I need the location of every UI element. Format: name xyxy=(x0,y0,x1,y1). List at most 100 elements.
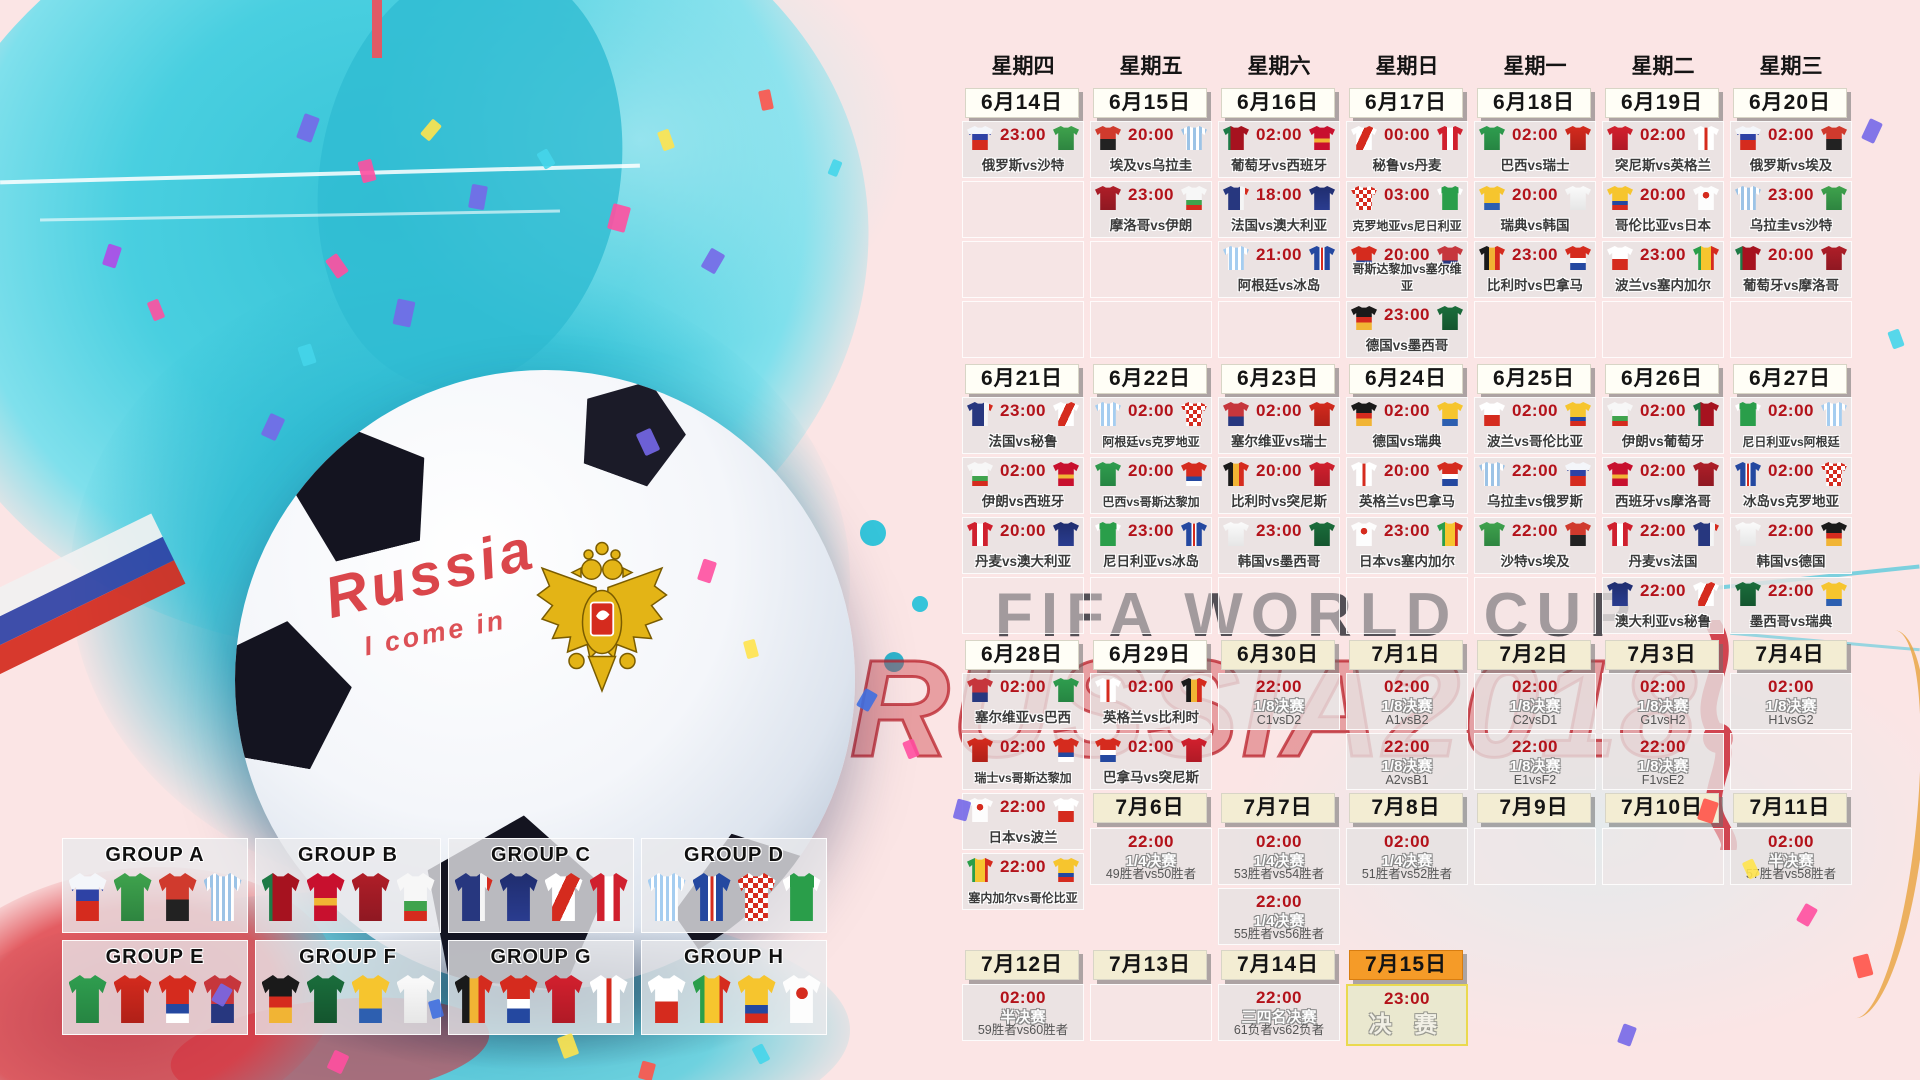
kickoff-time: 23:00 xyxy=(1128,521,1174,540)
pairing-label: C1vsD2 xyxy=(1256,713,1302,727)
match-teams-label: 塞内加尔vs哥伦比亚 xyxy=(968,891,1078,905)
date-header: 6月26日 xyxy=(1605,364,1719,394)
date-header: 7月4日 xyxy=(1733,640,1847,670)
match-teams-label: 乌拉圭vs俄罗斯 xyxy=(1486,494,1584,509)
pairing-label: A2vsB1 xyxy=(1385,773,1429,787)
kickoff-time: 02:00 xyxy=(1256,125,1302,144)
match-teams-label: 巴拿马vs突尼斯 xyxy=(1102,770,1200,785)
kickoff-time: 23:00 xyxy=(1640,245,1686,264)
match-cell: 02:00 英格兰vs比利时 xyxy=(1090,673,1212,730)
group-box: GROUP F xyxy=(255,940,441,1035)
group-label: GROUP B xyxy=(298,844,398,866)
pairing-label: A1vsB2 xyxy=(1385,713,1429,727)
match-teams-label: 澳大利亚vs秘鲁 xyxy=(1614,614,1712,629)
team-jersey-icon xyxy=(261,873,300,921)
empty-cell xyxy=(1474,577,1596,634)
knockout-cell: 02:00 半决赛 57胜者vs58胜者 xyxy=(1730,828,1852,885)
knockout-cell: 22:00 三四名决赛 61负者vs62负者 xyxy=(1218,984,1340,1041)
team-jersey-icon xyxy=(647,975,686,1023)
match-cell: 22:00 沙特vs埃及 xyxy=(1474,517,1596,574)
empty-cell xyxy=(1090,984,1212,1041)
confetti-piece xyxy=(1887,328,1905,350)
match-teams-label: 哥斯达黎加vs塞尔维亚 xyxy=(1352,262,1462,293)
round-label: 1/8决赛 xyxy=(1509,698,1561,715)
date-header: 6月19日 xyxy=(1605,88,1719,118)
kickoff-time: 20:00 xyxy=(1384,461,1430,480)
match-teams-label: 克罗地亚vs尼日利亚 xyxy=(1352,219,1462,233)
date-header: 7月11日 xyxy=(1733,793,1847,823)
date-header: 6月29日 xyxy=(1093,640,1207,670)
match-teams-label: 葡萄牙vs西班牙 xyxy=(1230,158,1328,173)
match-teams-label: 比利时vs突尼斯 xyxy=(1230,494,1328,509)
match-teams-label: 塞尔维亚vs巴西 xyxy=(974,710,1072,725)
team-jersey-icon xyxy=(306,975,345,1023)
kickoff-time: 22:00 xyxy=(1768,581,1814,600)
match-cell: 00:00 秘鲁vs丹麦 xyxy=(1346,121,1468,178)
kickoff-time: 02:00 xyxy=(1256,832,1302,851)
knockout-cell: 02:00 1/4决赛 51胜者vs52胜者 xyxy=(1346,828,1468,885)
knockout-cell: 22:00 1/8决赛 F1vsE2 xyxy=(1602,733,1724,790)
kickoff-time: 22:00 xyxy=(1512,461,1558,480)
match-cell: 20:00 英格兰vs巴拿马 xyxy=(1346,457,1468,514)
pairing-label: F1vsE2 xyxy=(1641,773,1685,787)
group-jerseys xyxy=(642,975,826,1023)
match-cell: 20:00 哥斯达黎加vs塞尔维亚 xyxy=(1346,241,1468,298)
date-header: 6月23日 xyxy=(1221,364,1335,394)
group-label: GROUP C xyxy=(491,844,591,866)
match-cell: 03:00 克罗地亚vs尼日利亚 xyxy=(1346,181,1468,238)
group-label: GROUP H xyxy=(684,946,784,968)
match-cell: 02:00 塞尔维亚vs巴西 xyxy=(962,673,1084,730)
match-teams-label: 日本vs波兰 xyxy=(988,830,1058,845)
date-header: 7月8日 xyxy=(1349,793,1463,823)
team-jersey-icon xyxy=(499,975,538,1023)
group-box: GROUP G xyxy=(448,940,634,1035)
team-jersey-icon xyxy=(351,975,390,1023)
team-jersey-icon xyxy=(351,873,390,921)
match-teams-label: 法国vs澳大利亚 xyxy=(1230,218,1328,233)
kickoff-time: 20:00 xyxy=(1640,185,1686,204)
match-teams-label: 俄罗斯vs沙特 xyxy=(981,158,1065,173)
empty-cell xyxy=(962,241,1084,298)
kickoff-time: 20:00 xyxy=(1128,461,1174,480)
knockout-cell: 22:00 1/8决赛 E1vsF2 xyxy=(1474,733,1596,790)
team-jersey-icon xyxy=(782,873,821,921)
kickoff-time: 02:00 xyxy=(1640,461,1686,480)
date-header: 7月7日 xyxy=(1221,793,1335,823)
group-jerseys xyxy=(449,873,633,921)
match-cell: 23:00 波兰vs塞内加尔 xyxy=(1602,241,1724,298)
match-cell: 02:00 巴拿马vs突尼斯 xyxy=(1090,733,1212,790)
match-teams-label: 乌拉圭vs沙特 xyxy=(1749,218,1833,233)
kickoff-time: 02:00 xyxy=(1384,677,1430,696)
match-teams-label: 波兰vs哥伦比亚 xyxy=(1486,434,1584,449)
team-jersey-icon xyxy=(692,975,731,1023)
pairing-label: 51胜者vs52胜者 xyxy=(1361,867,1453,881)
kickoff-time: 20:00 xyxy=(1512,185,1558,204)
kickoff-time: 23:00 xyxy=(1512,245,1558,264)
match-teams-label: 波兰vs塞内加尔 xyxy=(1614,278,1712,293)
kickoff-time: 18:00 xyxy=(1256,185,1302,204)
kickoff-time: 22:00 xyxy=(1768,521,1814,540)
team-jersey-icon xyxy=(306,873,345,921)
match-cell: 02:00 葡萄牙vs西班牙 xyxy=(1218,121,1340,178)
knockout-cell: 02:00 1/8决赛 G1vsH2 xyxy=(1602,673,1724,730)
match-cell: 18:00 法国vs澳大利亚 xyxy=(1218,181,1340,238)
match-cell: 23:00 摩洛哥vs伊朗 xyxy=(1090,181,1212,238)
round-label: 三四名决赛 xyxy=(1241,1009,1317,1026)
kickoff-time: 02:00 xyxy=(1128,737,1174,756)
date-header: 7月15日 xyxy=(1349,950,1463,980)
date-header: 6月28日 xyxy=(965,640,1079,670)
kickoff-time: 22:00 xyxy=(1640,521,1686,540)
pairing-label: H1vsG2 xyxy=(1768,713,1814,727)
match-teams-label: 巴西vs瑞士 xyxy=(1500,158,1570,173)
kickoff-time: 22:00 xyxy=(1000,857,1046,876)
match-cell: 20:00 瑞典vs韩国 xyxy=(1474,181,1596,238)
match-teams-label: 阿根廷vs克罗地亚 xyxy=(1102,435,1200,449)
round-label: 1/8决赛 xyxy=(1637,698,1689,715)
kickoff-time: 02:00 xyxy=(1512,677,1558,696)
kickoff-time: 22:00 xyxy=(1128,832,1174,851)
kickoff-time: 23:00 xyxy=(1384,305,1430,324)
match-cell: 02:00 伊朗vs西班牙 xyxy=(962,457,1084,514)
team-jersey-icon xyxy=(782,975,821,1023)
round-label: 1/8决赛 xyxy=(1637,758,1689,775)
date-header: 6月21日 xyxy=(965,364,1079,394)
